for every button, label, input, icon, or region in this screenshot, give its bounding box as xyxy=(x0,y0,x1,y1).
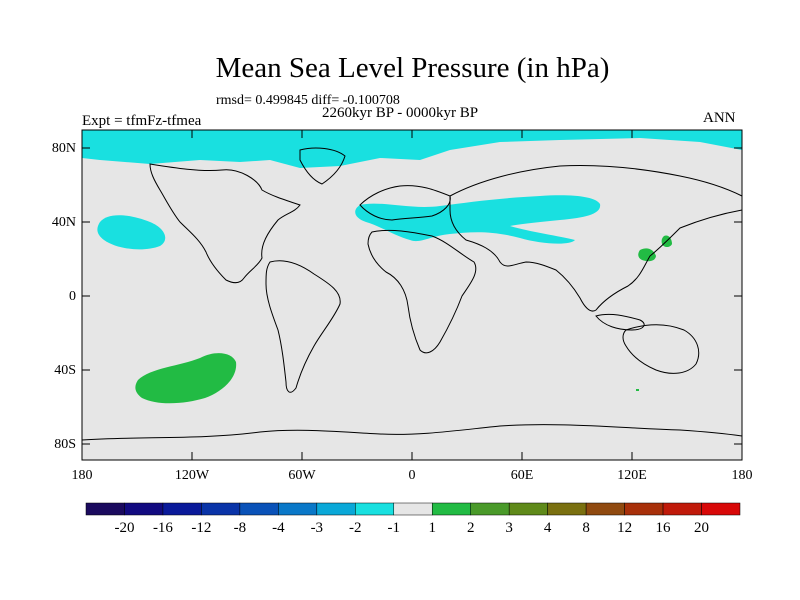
period-label: 2260kyr BP - 0000kyr BP xyxy=(322,105,479,121)
coast-africa xyxy=(367,229,477,354)
arctic-anomaly xyxy=(82,130,742,168)
season-label: ANN xyxy=(703,110,736,126)
colorbar-label: -4 xyxy=(272,520,285,536)
colorbar-label: 8 xyxy=(582,520,590,536)
coast-indonesia xyxy=(595,313,645,331)
coast-europe xyxy=(359,185,451,221)
map-title: Mean Sea Level Pressure (in hPa) xyxy=(215,52,610,84)
lon-label-180e: 180 xyxy=(731,468,753,483)
colorbar-box xyxy=(547,502,587,516)
colorbar-box xyxy=(431,502,471,516)
colorbar-box xyxy=(585,502,625,516)
colorbar-label: -20 xyxy=(114,520,135,536)
colorbar-label: -8 xyxy=(233,520,247,536)
lon-label-120e: 120E xyxy=(617,468,647,483)
colorbar-label: -3 xyxy=(310,520,324,536)
stats-line: rmsd= 0.499845 diff= -0.100708 xyxy=(216,93,400,108)
eurasia-anomaly xyxy=(355,195,601,244)
colorbar-label: 3 xyxy=(505,520,513,536)
lat-label-40n: 40N xyxy=(51,215,76,230)
japan-anomaly xyxy=(638,248,656,262)
colorbar-box xyxy=(278,502,318,516)
lat-label-80n: 80N xyxy=(51,141,76,156)
lon-label-120w: 120W xyxy=(174,468,210,483)
lat-label-80s: 80S xyxy=(54,437,76,452)
north-pacific-anomaly xyxy=(97,215,166,250)
coast-south-america xyxy=(265,260,341,393)
colorbar-label: 16 xyxy=(655,520,671,536)
negative-anomaly-regions xyxy=(82,130,742,250)
lon-label-60e: 60E xyxy=(510,468,534,483)
positive-anomaly-regions xyxy=(135,235,672,404)
colorbar-label: 1 xyxy=(428,520,436,536)
colorbar-label: 2 xyxy=(466,520,475,536)
colorbar xyxy=(85,502,741,516)
lon-label-0: 0 xyxy=(408,468,416,483)
colorbar-box xyxy=(85,502,125,516)
colorbar-box xyxy=(316,502,356,516)
colorbar-label: 20 xyxy=(694,520,710,536)
coast-antarctica xyxy=(81,424,743,441)
colorbar-box xyxy=(662,502,702,516)
colorbar-box xyxy=(624,502,664,516)
axis-ticks xyxy=(82,130,742,460)
colorbar-label: -16 xyxy=(152,520,173,536)
lat-label-40s: 40S xyxy=(54,363,76,378)
colorbar-label: 4 xyxy=(543,520,552,536)
colorbar-box xyxy=(701,502,741,516)
experiment-label: Expt = tfmFz-tfmea xyxy=(82,113,202,129)
colorbar-box xyxy=(124,502,164,516)
colorbar-box xyxy=(355,502,395,516)
small-anomaly-dot xyxy=(636,389,639,391)
colorbar-box xyxy=(162,502,202,516)
colorbar-label: -2 xyxy=(349,520,362,536)
south-pacific-anomaly xyxy=(135,353,237,404)
coast-north-america xyxy=(149,163,301,284)
colorbar-label: -1 xyxy=(387,520,401,536)
colorbar-label: 12 xyxy=(617,520,633,536)
coast-asia xyxy=(449,164,743,312)
coast-greenland xyxy=(299,147,346,185)
colorbar-box xyxy=(239,502,279,516)
colorbar-box xyxy=(201,502,241,516)
lat-label-0: 0 xyxy=(69,289,76,304)
lon-label-60w: 60W xyxy=(288,468,316,483)
coastlines xyxy=(81,147,743,441)
colorbar-box xyxy=(393,502,433,516)
colorbar-box xyxy=(508,502,548,516)
coast-australia xyxy=(622,324,700,374)
map-background xyxy=(82,130,742,460)
colorbar-label: -12 xyxy=(191,520,212,536)
lon-label-180w: 180 xyxy=(71,468,93,483)
colorbar-box xyxy=(470,502,510,516)
